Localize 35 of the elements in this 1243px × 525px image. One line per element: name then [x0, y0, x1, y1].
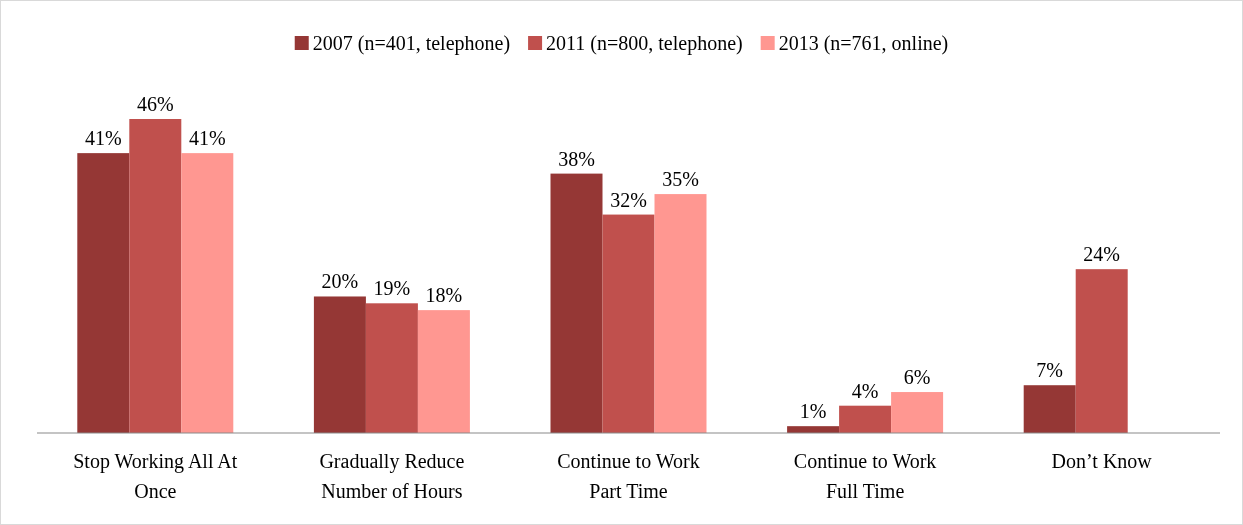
data-label: 41% — [188, 127, 226, 150]
bar — [129, 119, 182, 433]
bar — [1023, 385, 1076, 433]
bar — [417, 310, 470, 433]
bar — [891, 392, 944, 433]
data-label: 38% — [558, 147, 595, 170]
bar — [365, 303, 418, 433]
data-label: 4% — [851, 379, 879, 402]
legend-label: 2013 (n=761, online) — [778, 32, 949, 55]
bar — [1075, 269, 1128, 433]
bar — [77, 153, 130, 433]
bar — [181, 153, 234, 433]
x-tick-label: Continue to Work Part Time — [557, 450, 700, 502]
data-label: 7% — [1036, 359, 1064, 382]
data-label: 24% — [1083, 243, 1121, 266]
bar — [602, 214, 655, 433]
data-label: 1% — [799, 400, 827, 423]
data-label: 18% — [425, 284, 463, 307]
bar — [550, 173, 603, 433]
bar — [654, 194, 707, 433]
data-label: 32% — [610, 188, 647, 211]
data-label: 6% — [903, 366, 931, 389]
x-tick-label: Continue to Work Full Time — [793, 450, 937, 502]
data-label: 35% — [662, 168, 699, 191]
data-label: 41% — [84, 127, 122, 150]
bar — [313, 296, 366, 433]
bar — [839, 405, 892, 433]
x-tick-label: Stop Working All At Once — [73, 450, 238, 502]
data-label: 20% — [321, 270, 359, 293]
legend-label: 2007 (n=401, telephone) — [312, 32, 511, 55]
data-label: 19% — [373, 277, 411, 300]
x-tick-label: Gradually Reduce Number of Hours — [319, 450, 465, 502]
legend-label: 2011 (n=800, telephone) — [546, 32, 743, 55]
data-label: 46% — [136, 93, 174, 115]
x-tick-label: Don’t Know — [1051, 450, 1153, 472]
